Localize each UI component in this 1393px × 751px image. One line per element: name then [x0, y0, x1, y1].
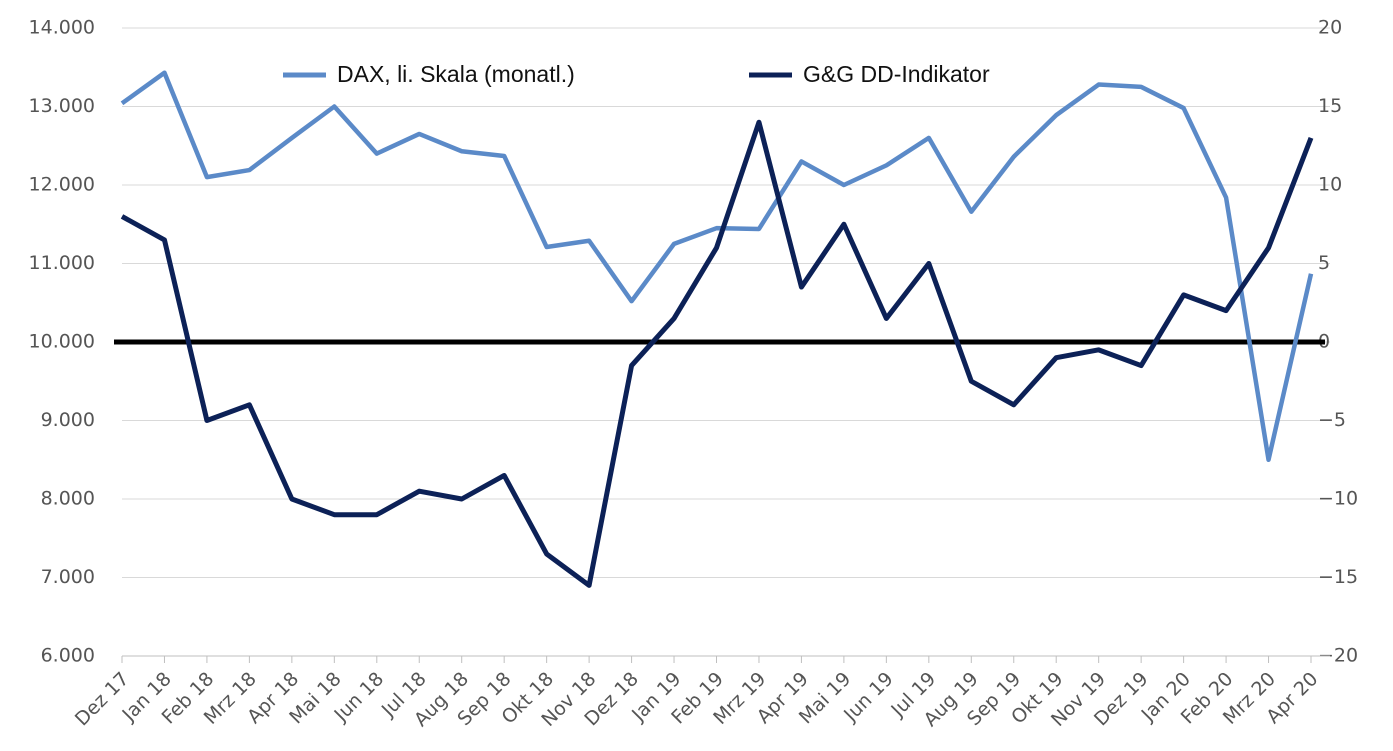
- y-tick-label: 8.000: [41, 488, 95, 510]
- y2-tick-label: 5: [1318, 252, 1330, 274]
- y2-tick-label: 10: [1318, 174, 1342, 196]
- y2-tick-label: 15: [1318, 95, 1342, 117]
- y-tick-label: 12.000: [29, 174, 95, 196]
- y-tick-label: 6.000: [41, 645, 95, 667]
- y-tick-label: 11.000: [29, 252, 95, 274]
- x-tick-label: Dez 17: [71, 668, 134, 731]
- y-tick-label: 9.000: [41, 409, 95, 431]
- y2-tick-label: −5: [1318, 409, 1346, 431]
- y2-tick-label: −20: [1318, 645, 1358, 667]
- y2-tick-label: 20: [1318, 17, 1342, 39]
- y-tick-label: 13.000: [29, 95, 95, 117]
- y-tick-label: 10.000: [29, 331, 95, 353]
- y-tick-label: 14.000: [29, 17, 95, 39]
- y2-tick-label: −10: [1318, 488, 1358, 510]
- y-tick-label: 7.000: [41, 566, 95, 588]
- series-line: [120, 70, 1314, 462]
- series-line: [120, 119, 1314, 588]
- legend-label: DAX, li. Skala (monatl.): [337, 61, 575, 87]
- legend-label: G&G DD-Indikator: [803, 61, 990, 87]
- y2-tick-label: −15: [1318, 566, 1358, 588]
